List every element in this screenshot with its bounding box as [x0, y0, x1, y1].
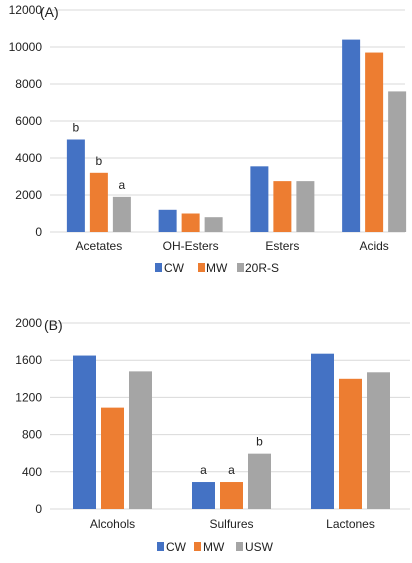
- panel-label: (A): [40, 4, 59, 20]
- y-tick-label: 400: [22, 465, 42, 479]
- bar-20r-s-acids: [388, 91, 407, 233]
- legend-swatch: [157, 542, 164, 551]
- legend-swatch: [198, 263, 205, 272]
- bar-mw-lactones: [339, 378, 362, 509]
- significance-letter: b: [256, 435, 263, 449]
- bar-cw-esters: [250, 166, 269, 232]
- legend-label: USW: [245, 540, 274, 554]
- x-category-label: Alcohols: [90, 517, 135, 531]
- legend-label: CW: [166, 540, 187, 554]
- y-tick-label: 10000: [9, 40, 43, 54]
- significance-letter: b: [96, 154, 103, 168]
- x-category-label: Acetates: [76, 239, 123, 253]
- bar-usw-sulfures: [248, 453, 271, 509]
- legend-label: MW: [206, 261, 228, 275]
- x-category-label: Acids: [359, 239, 388, 253]
- panel-label: (B): [44, 317, 63, 333]
- y-tick-label: 800: [22, 428, 42, 442]
- y-tick-label: 6000: [15, 114, 42, 128]
- bar-usw-alcohols: [129, 371, 152, 509]
- legend-label: MW: [203, 540, 225, 554]
- y-tick-label: 1200: [15, 390, 42, 404]
- bar-20r-s-oh-esters: [204, 217, 223, 232]
- bar-cw-oh-esters: [158, 209, 177, 232]
- legend-label: 20R-S: [245, 261, 279, 275]
- bar-mw-oh-esters: [181, 213, 200, 232]
- x-category-label: Esters: [265, 239, 299, 253]
- y-tick-label: 12000: [9, 3, 43, 17]
- y-tick-label: 2000: [15, 316, 42, 330]
- significance-letter: b: [73, 121, 80, 135]
- bar-cw-sulfures: [192, 482, 215, 509]
- legend-swatch: [155, 263, 162, 272]
- bar-20r-s-acetates: [112, 196, 131, 232]
- y-tick-label: 2000: [15, 188, 42, 202]
- y-tick-label: 8000: [15, 77, 42, 91]
- bar-mw-esters: [273, 181, 292, 232]
- bar-cw-acetates: [66, 139, 85, 232]
- bar-cw-acids: [342, 39, 361, 232]
- legend-swatch: [236, 542, 243, 551]
- bar-cw-lactones: [311, 353, 334, 509]
- x-category-label: Lactones: [326, 517, 375, 531]
- bar-mw-sulfures: [220, 482, 243, 509]
- bar-mw-acetates: [89, 172, 108, 232]
- bar-mw-acids: [365, 52, 384, 232]
- significance-letter: a: [228, 463, 235, 477]
- significance-letter: a: [200, 463, 207, 477]
- bar-mw-alcohols: [101, 407, 124, 509]
- legend-swatch: [194, 542, 201, 551]
- bar-20r-s-esters: [296, 181, 315, 232]
- bar-cw-alcohols: [73, 355, 96, 509]
- bar-usw-lactones: [367, 372, 390, 509]
- y-tick-label: 1600: [15, 353, 42, 367]
- legend-swatch: [237, 263, 244, 272]
- significance-letter: a: [119, 178, 126, 192]
- x-category-label: Sulfures: [209, 517, 253, 531]
- y-tick-label: 0: [35, 225, 42, 239]
- x-category-label: OH-Esters: [163, 239, 219, 253]
- y-tick-label: 4000: [15, 151, 42, 165]
- y-tick-label: 0: [35, 502, 42, 516]
- legend-label: CW: [164, 261, 185, 275]
